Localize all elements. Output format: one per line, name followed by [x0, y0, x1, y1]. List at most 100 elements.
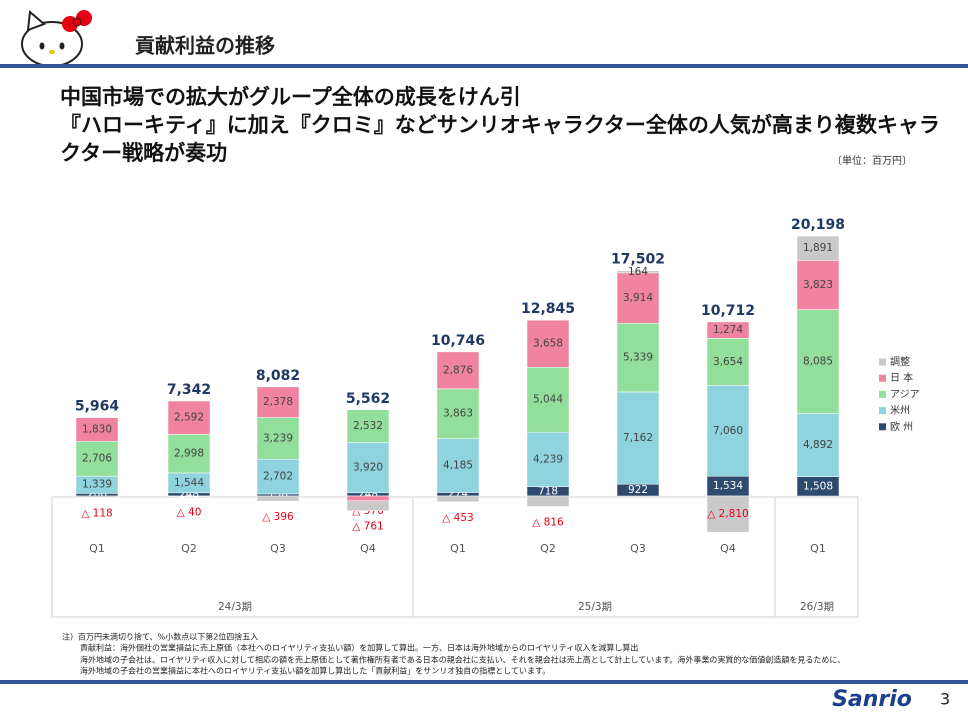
- value-label: 3,823: [803, 279, 833, 291]
- value-label: 922: [628, 484, 648, 496]
- value-label: 5,339: [623, 352, 653, 364]
- value-label: 5,044: [533, 394, 563, 406]
- value-label: 1,508: [803, 480, 833, 492]
- bar-segment: [706, 321, 750, 339]
- bar-segment: [167, 495, 211, 497]
- bar-segment: [706, 385, 750, 477]
- x-tick-label: Q3: [630, 542, 646, 555]
- x-tick-label: Q4: [720, 542, 736, 555]
- logo: Sanrio: [832, 687, 912, 712]
- bar-segment: [436, 495, 480, 503]
- bar-segment: [346, 442, 390, 494]
- bar-segment: [796, 235, 840, 261]
- bar-segment: [346, 495, 390, 502]
- footnote: 貢献利益：海外個社の営業損益に売上原価（本社へのロイヤリティ支払い額）を加算して…: [80, 643, 638, 653]
- total-label: 10,746: [431, 333, 485, 349]
- x-tick-label: Q2: [540, 542, 556, 555]
- value-label: △ 761: [352, 521, 383, 533]
- page-number: 3: [940, 690, 950, 709]
- bar-segment: [526, 431, 570, 488]
- value-label: △ 396: [262, 511, 294, 523]
- page-title: 貢献利益の推移: [135, 34, 275, 58]
- value-label: △ 118: [81, 508, 112, 520]
- legend-label: 調整: [890, 355, 910, 368]
- value-label: 2,998: [174, 448, 204, 460]
- bar-segment: [75, 417, 119, 442]
- group-label: 24/3期: [218, 601, 252, 613]
- group-label: 25/3期: [578, 601, 612, 613]
- footnote: 海外地域の子会社は、ロイヤリティ収入に対して相応の額を売上原価として著作権所有者…: [80, 655, 845, 665]
- headline: 中国市場での拡大がグループ全体の成長をけん引: [60, 85, 521, 109]
- legend-label: 米州: [890, 404, 910, 417]
- value-label: 7,162: [623, 432, 653, 444]
- value-label: 2,378: [263, 396, 293, 408]
- value-label: 3,654: [713, 356, 743, 368]
- bar-segment: [256, 495, 300, 502]
- value-label: 1,891: [803, 242, 833, 254]
- value-label: 2,592: [174, 412, 204, 424]
- legend-swatch: [879, 407, 886, 415]
- bar-segment: [526, 367, 570, 433]
- value-label: 1,534: [713, 480, 743, 492]
- value-label: 2,876: [443, 364, 473, 376]
- value-label: 4,892: [803, 439, 833, 451]
- bar-segment: [167, 400, 211, 435]
- value-label: 164: [628, 266, 648, 278]
- value-label: 3,239: [263, 432, 293, 444]
- total-label: 7,342: [167, 382, 211, 398]
- legend-label: 欧 州: [890, 421, 913, 433]
- footer-rule: [0, 680, 968, 684]
- kitty-icon: [21, 10, 92, 67]
- value-label: 3,920: [353, 462, 383, 474]
- value-label: 7,060: [713, 425, 743, 437]
- bar-segment: [796, 260, 840, 310]
- total-label: 5,562: [346, 391, 390, 407]
- bar-segment: [256, 386, 300, 418]
- value-label: 2,702: [263, 471, 293, 483]
- bar-segment: [616, 391, 660, 485]
- value-label: 1,544: [174, 477, 204, 489]
- bar-segment: [75, 495, 119, 498]
- legend-swatch: [879, 423, 886, 431]
- legend-label: アジア: [890, 389, 920, 400]
- bar-segment: [346, 409, 390, 443]
- bar-segment: [796, 309, 840, 414]
- legend-label: 日 本: [890, 371, 913, 384]
- value-label: 718: [538, 485, 558, 497]
- bar-segment: [436, 438, 480, 493]
- value-label: 1,830: [82, 424, 112, 436]
- bar-segment: [706, 338, 750, 386]
- bar-segment: [526, 495, 570, 507]
- bar-segment: [256, 458, 300, 495]
- bar-segment: [796, 413, 840, 477]
- headline: 『ハローキティ』に加え『クロミ』などサンリオキャラクター全体の人気が高まり複数キ…: [60, 113, 940, 137]
- legend-swatch: [879, 390, 886, 398]
- total-label: 20,198: [791, 217, 845, 233]
- value-label: 8,085: [803, 356, 833, 368]
- headline: クター戦略が奏功: [60, 141, 227, 165]
- bar-segment: [346, 500, 390, 511]
- x-tick-label: Q1: [810, 542, 826, 555]
- bar-segment: [75, 441, 119, 477]
- bar-segment: [436, 351, 480, 390]
- bar-segment: [616, 272, 660, 324]
- total-label: 17,502: [611, 252, 665, 268]
- x-tick-label: Q3: [270, 542, 286, 555]
- total-label: 10,712: [701, 303, 755, 319]
- value-label: △ 816: [532, 517, 564, 529]
- x-tick-label: Q2: [181, 542, 197, 555]
- value-label: △ 2,810: [707, 508, 748, 520]
- x-tick-label: Q1: [89, 542, 105, 555]
- value-label: 4,185: [443, 460, 473, 472]
- bar-segment: [526, 319, 570, 368]
- value-label: 2,706: [82, 453, 112, 465]
- value-label: 2,532: [353, 420, 383, 432]
- total-label: 12,845: [521, 301, 575, 317]
- bar-segment: [706, 495, 750, 533]
- value-label: △ 453: [442, 512, 473, 524]
- bar-segment: [436, 388, 480, 439]
- header-rule: [0, 64, 968, 68]
- unit-label: 〔単位：百万円〕: [832, 154, 912, 167]
